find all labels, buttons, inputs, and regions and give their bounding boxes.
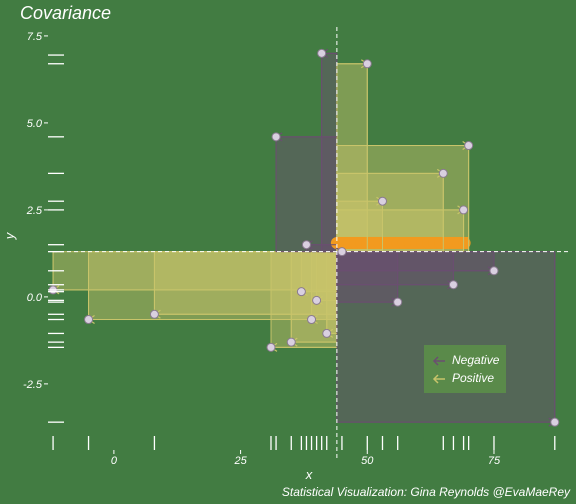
legend-label-negative: Negative (452, 353, 500, 367)
data-point-5 (296, 287, 306, 297)
cov-rect-19 (336, 145, 470, 253)
legend-label-positive: Positive (452, 371, 495, 385)
data-point-8 (322, 328, 332, 338)
cov-rect-21 (336, 251, 556, 423)
data-point-18 (459, 205, 469, 215)
cov-rect-8 (326, 251, 338, 334)
data-point-21 (550, 417, 560, 427)
chart-caption: Statistical Visualization: Gina Reynolds… (281, 485, 570, 499)
y-tick-label-2: 2.5 (26, 205, 43, 217)
legend-arrow-positive-icon (432, 372, 446, 384)
y-tick-label-3: 5.0 (27, 118, 43, 130)
y-axis-label: y (2, 231, 17, 240)
data-point-12 (337, 247, 347, 257)
data-point-17 (448, 280, 458, 290)
data-point-7 (312, 295, 322, 305)
x-tick-label-2: 50 (361, 455, 374, 467)
chart-title: Covariance (20, 3, 112, 23)
cov-rect-11 (321, 52, 338, 253)
legend: Negative Positive (424, 345, 506, 393)
data-point-11 (317, 48, 327, 58)
data-point-20 (489, 266, 499, 276)
data-point-6 (307, 315, 317, 325)
data-point-1 (84, 315, 94, 325)
data-point-2 (149, 309, 159, 319)
data-point-14 (377, 196, 387, 206)
y-tick-label-4: 7.5 (27, 31, 43, 43)
cov-rect-13 (336, 63, 368, 253)
legend-item-negative: Negative (432, 352, 499, 368)
x-tick-label-3: 75 (488, 455, 501, 467)
data-point-16 (438, 168, 448, 178)
data-point-19 (464, 141, 474, 151)
x-tick-label-0: 0 (111, 455, 118, 467)
highlight-dot (458, 236, 471, 249)
legend-arrow-negative-icon (432, 354, 446, 366)
x-axis-label: x (305, 467, 313, 482)
data-point-13 (362, 59, 372, 69)
data-point-3 (266, 342, 276, 352)
data-point-10 (301, 240, 311, 250)
cov-rect-1 (88, 251, 338, 321)
y-tick-label-1: 0.0 (27, 292, 43, 304)
y-tick-label-0: -2.5 (23, 379, 43, 391)
x-tick-label-1: 25 (233, 455, 247, 467)
data-point-15 (393, 297, 403, 307)
data-point-4 (286, 337, 296, 347)
cov-rect-0 (52, 251, 338, 291)
legend-item-positive: Positive (432, 370, 494, 386)
data-point-9 (271, 132, 281, 142)
